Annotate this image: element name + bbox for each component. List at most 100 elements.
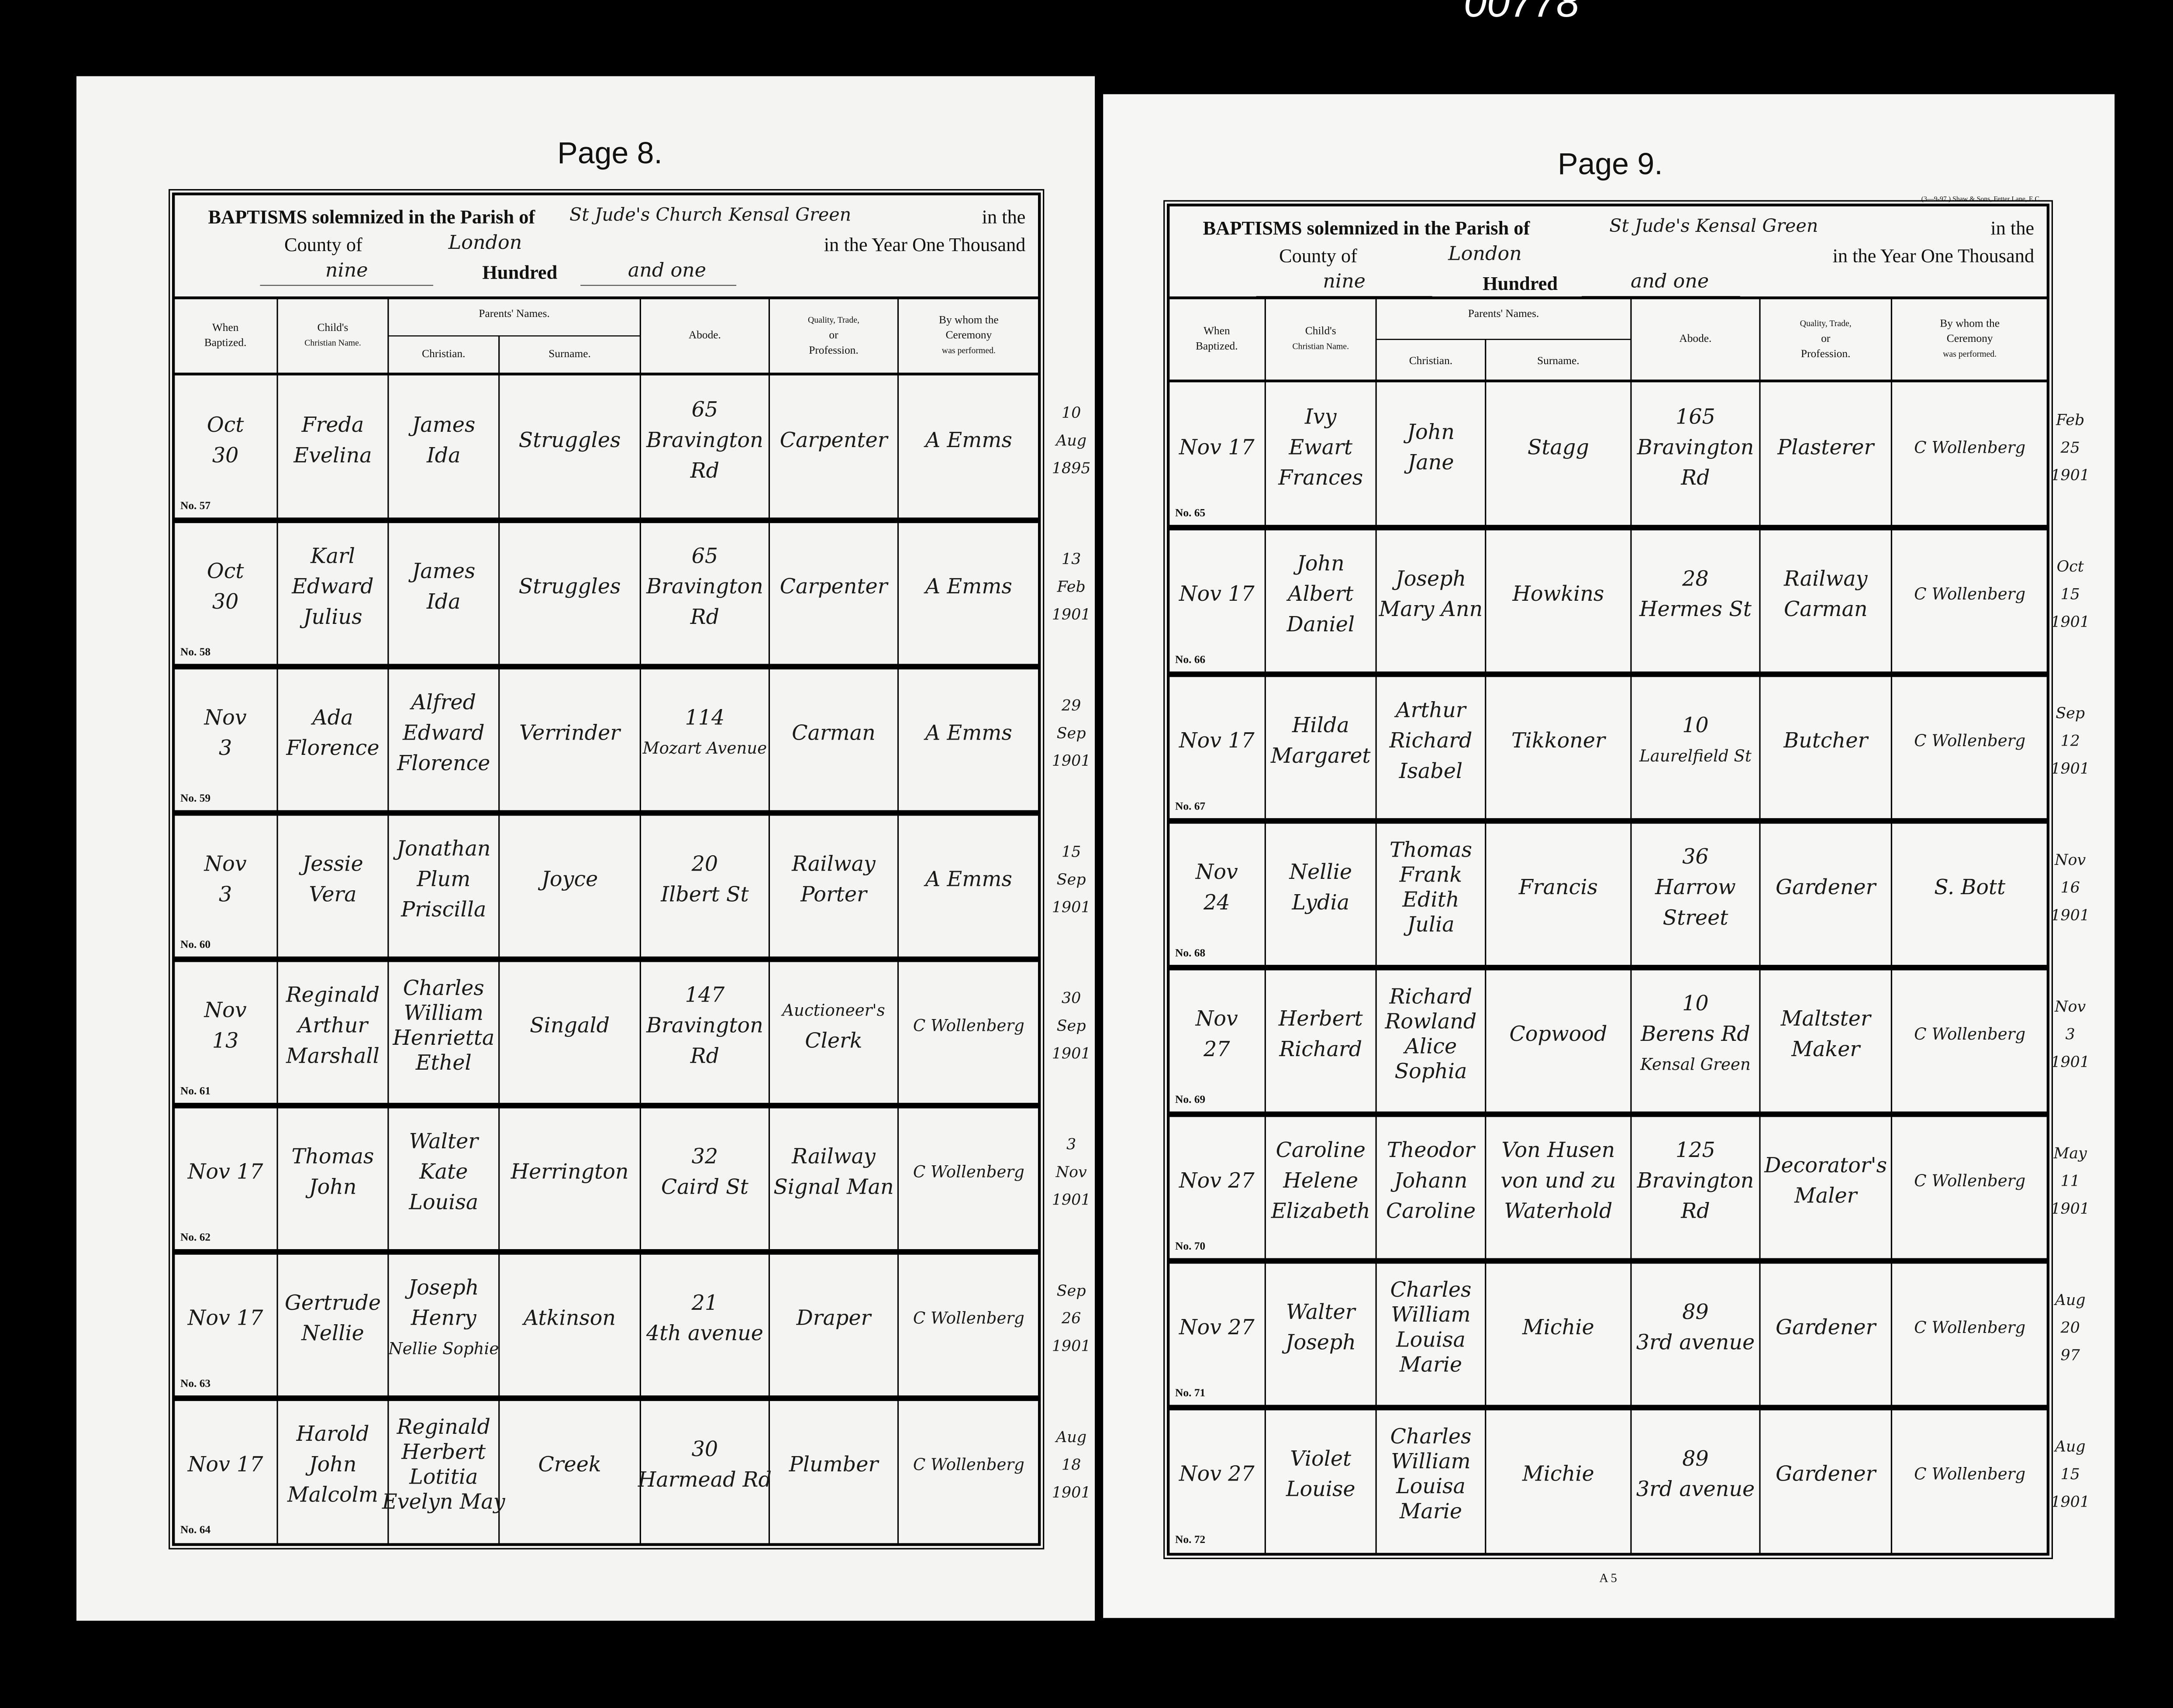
entry-date: 27 bbox=[1203, 1037, 1230, 1061]
entry-christian: Caroline bbox=[1386, 1199, 1476, 1223]
header-text: BAPTISMS solemnized in the Parish of bbox=[208, 206, 535, 227]
page-title: Page 8. bbox=[557, 136, 662, 170]
column-header: Christian Name. bbox=[1292, 341, 1349, 351]
birth-date: 15 bbox=[2060, 1466, 2080, 1483]
entry-number: No. 58 bbox=[180, 646, 210, 658]
entry-christian: Herbert bbox=[401, 1440, 486, 1464]
birth-date: Nov bbox=[2054, 998, 2086, 1016]
birth-date: 1901 bbox=[2051, 1494, 2090, 1511]
entry-abode: Street bbox=[1663, 906, 1728, 930]
entry-christian: John bbox=[1404, 420, 1455, 444]
birth-date: 15 bbox=[2060, 586, 2080, 603]
entry-child: Violet bbox=[1290, 1447, 1352, 1471]
county: London bbox=[448, 231, 522, 254]
entry-date: Nov 17 bbox=[1179, 729, 1255, 753]
entry-number: No. 71 bbox=[1175, 1387, 1205, 1399]
entry-date: 24 bbox=[1203, 891, 1230, 915]
entry-christian: Marie bbox=[1399, 1353, 1462, 1377]
entry-christian: Charles bbox=[1390, 1425, 1471, 1449]
entry-by: C Wollenberg bbox=[1914, 1318, 2025, 1337]
entry-surname: Struggles bbox=[519, 575, 621, 599]
register-table bbox=[1167, 203, 2050, 1556]
entry-christian: Walter bbox=[409, 1129, 480, 1154]
entry-by: A Emms bbox=[924, 575, 1012, 599]
column-header: was performed. bbox=[1943, 349, 1997, 359]
entry-child: Hilda bbox=[1292, 713, 1349, 737]
birth-date: Oct bbox=[2057, 558, 2084, 575]
entry-trade: Decorator's bbox=[1764, 1154, 1887, 1178]
birth-date: Aug bbox=[2054, 1438, 2086, 1456]
entry-child: Daniel bbox=[1286, 613, 1355, 637]
entry-abode: 89 bbox=[1682, 1300, 1709, 1324]
entry-trade: Plasterer bbox=[1777, 435, 1875, 459]
entry-surname: Struggles bbox=[519, 428, 621, 452]
entry-child: Harold bbox=[296, 1422, 369, 1446]
entry-abode: 10 bbox=[1682, 713, 1709, 737]
entry-number: No. 66 bbox=[1175, 653, 1205, 665]
entry-abode: 28 bbox=[1682, 567, 1709, 591]
entry-number: No. 67 bbox=[1175, 800, 1205, 812]
birth-date: 1901 bbox=[2051, 760, 2090, 778]
entry-number: No. 65 bbox=[1175, 507, 1205, 519]
entry-date: 3 bbox=[219, 882, 232, 906]
column-header: Ceremony bbox=[945, 329, 992, 341]
entry-trade: Signal Man bbox=[773, 1175, 893, 1199]
entry-date: Nov 17 bbox=[187, 1306, 264, 1330]
birth-date: 1901 bbox=[2051, 613, 2090, 631]
entry-abode: Bravington bbox=[1637, 1169, 1754, 1193]
entry-abode: Laurelfield St bbox=[1639, 747, 1752, 765]
entry-abode: Rd bbox=[1680, 466, 1710, 490]
birth-date: 12 bbox=[2060, 733, 2080, 750]
page-title: Page 9. bbox=[1558, 147, 1663, 181]
birth-date: 1895 bbox=[1052, 460, 1091, 477]
entry-trade: Plumber bbox=[789, 1453, 880, 1477]
entry-by: C Wollenberg bbox=[1914, 1465, 2025, 1484]
entry-trade: Butcher bbox=[1783, 729, 1869, 753]
column-header: was performed. bbox=[942, 346, 996, 355]
entry-child: Louise bbox=[1286, 1477, 1356, 1501]
birth-date: 1901 bbox=[2051, 467, 2090, 484]
entry-christian: Louisa bbox=[1396, 1474, 1466, 1498]
entry-number: No. 61 bbox=[180, 1085, 210, 1097]
entry-abode: Bravington bbox=[1637, 435, 1754, 459]
entry-abode: 165 bbox=[1676, 405, 1715, 429]
entry-abode: Kensal Green bbox=[1640, 1055, 1751, 1074]
entry-christian: Charles bbox=[403, 976, 484, 1000]
entry-christian: Jonathan bbox=[393, 837, 491, 861]
entry-child: Edward bbox=[291, 575, 373, 599]
entry-date: Nov bbox=[204, 999, 247, 1023]
imprint: (3—9-97.) Shaw & Sons, Fetter Lane, E.C. bbox=[1921, 196, 2041, 203]
entry-abode: 65 bbox=[692, 398, 718, 422]
entry-christian: Ida bbox=[426, 444, 461, 468]
entry-abode: Bravington bbox=[646, 428, 763, 452]
column-header: or bbox=[1821, 332, 1831, 344]
entry-by: A Emms bbox=[924, 867, 1012, 891]
entry-trade: Carpenter bbox=[780, 428, 889, 452]
entry-by: C Wollenberg bbox=[1914, 585, 2025, 603]
column-header: Ceremony bbox=[1947, 332, 1993, 344]
entry-child: Frances bbox=[1278, 466, 1363, 490]
birth-date: 1901 bbox=[1052, 1191, 1091, 1209]
birth-date: 25 bbox=[2060, 439, 2080, 457]
entry-date: Nov bbox=[204, 852, 247, 876]
entry-surname: Howkins bbox=[1512, 582, 1604, 606]
entry-christian: James bbox=[408, 559, 475, 583]
entry-child: Nellie bbox=[301, 1322, 364, 1346]
entry-christian: Arthur bbox=[1394, 698, 1467, 722]
entry-date: 3 bbox=[219, 736, 232, 760]
entry-date: Nov 27 bbox=[1179, 1315, 1255, 1340]
entry-child: Vera bbox=[309, 882, 356, 906]
entry-trade: Porter bbox=[800, 882, 868, 906]
entry-christian: Theodor bbox=[1387, 1138, 1476, 1162]
entry-abode: 3rd avenue bbox=[1636, 1477, 1755, 1501]
birth-date: 29 bbox=[1061, 697, 1081, 714]
entry-christian: Frank bbox=[1399, 863, 1462, 887]
entry-date: Nov bbox=[1195, 1007, 1238, 1031]
column-header: Christian Name. bbox=[304, 338, 361, 348]
entry-child: Malcolm bbox=[287, 1483, 378, 1507]
entry-child: Nellie bbox=[1289, 860, 1352, 884]
birth-date: Sep bbox=[1057, 1017, 1086, 1035]
entry-christian: Alice bbox=[1403, 1034, 1457, 1058]
birth-date: 13 bbox=[1062, 551, 1081, 568]
